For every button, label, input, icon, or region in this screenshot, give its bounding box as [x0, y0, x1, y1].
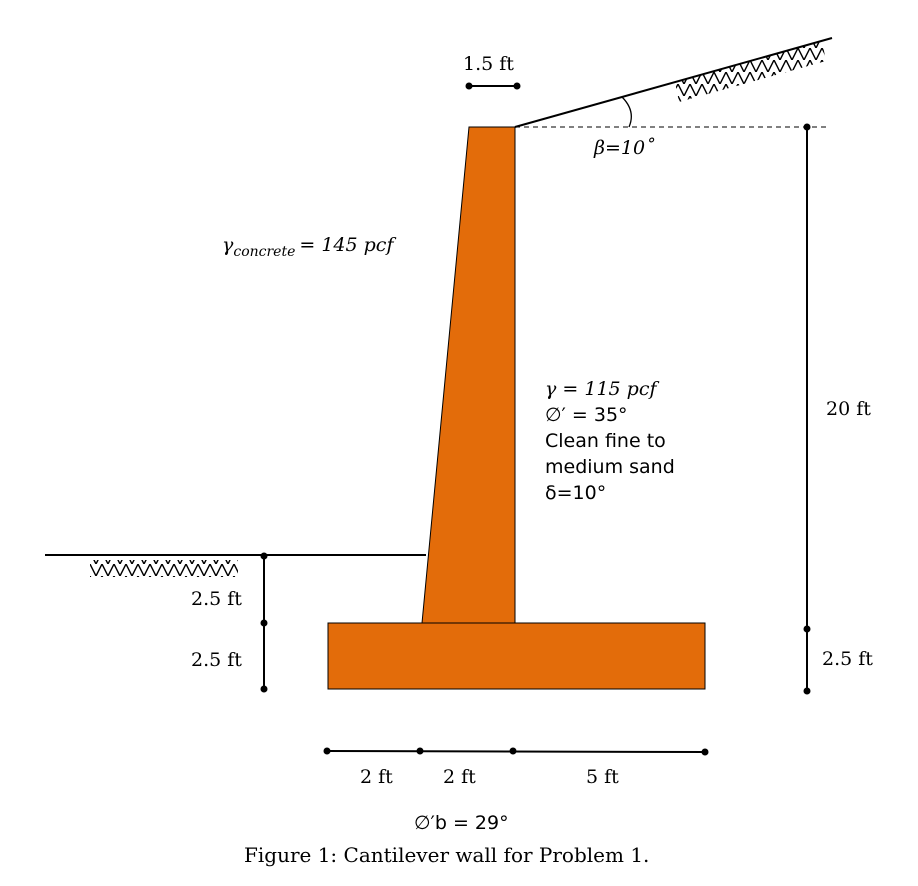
dim-dot: [323, 747, 331, 755]
heel-width-label: 5 ft: [586, 766, 619, 788]
figure-caption: Figure 1: Cantilever wall for Problem 1.: [244, 843, 650, 867]
front-embed-upper-label: 2.5 ft: [191, 588, 242, 610]
dim-dot: [803, 625, 811, 633]
concrete-weight-value: = 145 pcf: [299, 234, 394, 256]
retained-height-label: 20 ft: [826, 398, 871, 420]
dim-dot: [509, 747, 517, 755]
slope-angle-arc: [621, 96, 632, 128]
toe-width-label: 2 ft: [360, 766, 393, 788]
soil-unit-weight: γ = 115 pcf: [545, 378, 657, 400]
dim-dot: [803, 687, 811, 695]
dim-dot: [260, 552, 268, 560]
soil-description-line1: Clean fine to: [545, 430, 666, 452]
wall-stem: [421, 126, 516, 624]
soil-properties: γ = 115 pcf ∅′ = 35° Clean fine to mediu…: [545, 376, 675, 506]
backfill-hatch: [675, 41, 826, 102]
front-embed-lower-label: 2.5 ft: [191, 649, 242, 671]
base-thickness-right-label: 2.5 ft: [822, 648, 873, 670]
base-slab: [327, 622, 706, 690]
soil-description-line2: medium sand: [545, 456, 675, 478]
concrete-subscript: concrete: [233, 244, 296, 260]
backfill-surface-line: [514, 37, 833, 128]
dim-dot: [465, 82, 473, 90]
soil-friction-angle: ∅′ = 35°: [545, 404, 628, 426]
dim-dot: [513, 82, 521, 90]
dim-dot: [701, 748, 709, 756]
gamma-symbol: γ: [222, 234, 234, 256]
stem-top-width-label: 1.5 ft: [463, 53, 514, 75]
dim-dot: [260, 685, 268, 693]
front-ground-hatch: [90, 560, 238, 577]
dim-dot: [416, 747, 424, 755]
backfill-slope-label: β=10˚: [594, 137, 655, 159]
concrete-unit-weight-label: γconcrete = 145 pcf: [222, 234, 394, 260]
stem-base-width-label: 2 ft: [443, 766, 476, 788]
wall-friction-angle: δ=10°: [545, 482, 607, 504]
dim-dot: [260, 619, 268, 627]
base-friction-angle-label: ∅′b = 29°: [414, 812, 509, 834]
